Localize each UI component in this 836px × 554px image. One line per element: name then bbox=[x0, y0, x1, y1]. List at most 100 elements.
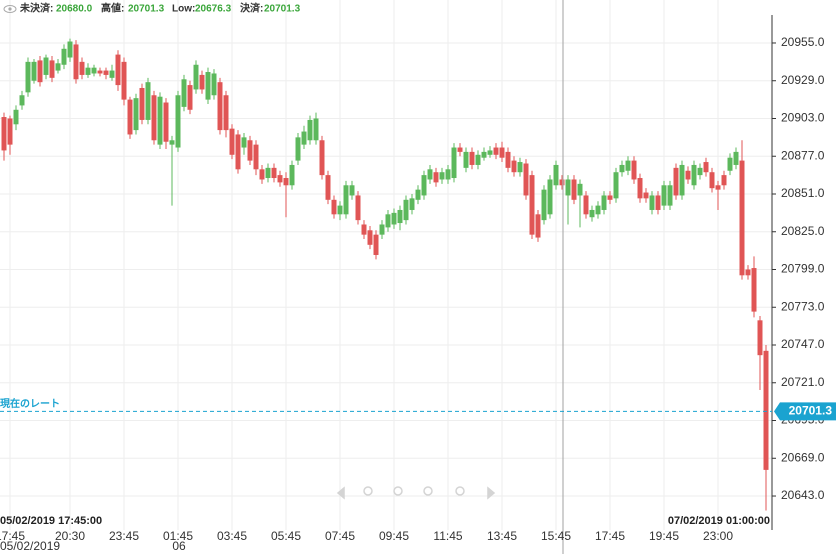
candle-body bbox=[427, 169, 433, 180]
eye-icon[interactable] bbox=[3, 5, 17, 13]
candle-body bbox=[409, 198, 415, 210]
candle-body bbox=[655, 195, 661, 210]
candle-body bbox=[13, 109, 19, 125]
candle-body bbox=[175, 95, 181, 148]
candle-body bbox=[739, 160, 745, 276]
zoom-controls bbox=[336, 486, 496, 500]
candle-body bbox=[73, 44, 79, 80]
candle-body bbox=[289, 164, 295, 186]
zoom-out[interactable] bbox=[393, 486, 403, 496]
scroll-right[interactable] bbox=[487, 486, 496, 500]
zoom-in[interactable] bbox=[363, 486, 373, 496]
candle-body bbox=[193, 64, 199, 90]
candle-body bbox=[397, 209, 403, 224]
candle-body bbox=[595, 205, 601, 215]
candle-body bbox=[553, 164, 559, 186]
range-start: 05/02/2019 17:45:00 bbox=[0, 515, 102, 527]
x-tick-label: 17:45 bbox=[0, 529, 25, 543]
candle-body bbox=[217, 82, 223, 131]
candle-body bbox=[727, 157, 733, 171]
candle-body bbox=[349, 185, 355, 196]
candle-body bbox=[721, 175, 727, 186]
candle-body bbox=[205, 72, 211, 100]
candle-body bbox=[259, 169, 265, 180]
candle-body bbox=[499, 147, 505, 158]
header-label: 未決済: bbox=[19, 2, 53, 15]
header-value: 20676.3 bbox=[195, 4, 232, 15]
candle-body bbox=[115, 54, 121, 86]
candle-body bbox=[415, 189, 421, 200]
x-tick-label: 17:45 bbox=[595, 529, 625, 543]
y-tick-label: 20955.0 bbox=[781, 35, 825, 49]
candle-body bbox=[649, 195, 655, 210]
candle-body bbox=[589, 209, 595, 218]
candle-body bbox=[313, 118, 319, 141]
candle-body bbox=[715, 185, 721, 190]
header-label: 決済: bbox=[240, 2, 263, 15]
candle-body bbox=[373, 234, 379, 255]
candle-body bbox=[211, 73, 217, 96]
candle-body bbox=[505, 151, 511, 168]
start-date: 05/02/2019 bbox=[0, 539, 60, 553]
candle-body bbox=[103, 70, 109, 75]
x-tick-label: 23:45 bbox=[109, 529, 139, 543]
candle-body bbox=[451, 147, 457, 179]
candle-body bbox=[583, 195, 589, 215]
candle-body bbox=[49, 60, 55, 78]
x-tick-label: 05:45 bbox=[271, 529, 301, 543]
candle-body bbox=[265, 167, 271, 179]
candle-body bbox=[433, 172, 439, 183]
candle-body bbox=[637, 178, 643, 199]
candle-body bbox=[667, 185, 673, 206]
x-tick-label: 15:45 bbox=[541, 529, 571, 543]
candle-body bbox=[661, 185, 667, 206]
candle-body bbox=[529, 175, 535, 235]
candle-body bbox=[151, 95, 157, 141]
x-tick-label: 07:45 bbox=[325, 529, 355, 543]
y-axis: 20955.0 20929.0 20903.0 20877.0 20851.0 20825… bbox=[0, 35, 825, 543]
zoom-fit[interactable] bbox=[423, 486, 433, 496]
candle-body bbox=[457, 147, 463, 152]
candle-body bbox=[421, 175, 427, 196]
candle-body bbox=[61, 48, 67, 65]
candle-body bbox=[301, 131, 307, 145]
y-tick-label: 20721.0 bbox=[781, 375, 825, 389]
candle-body bbox=[331, 199, 337, 215]
candle-body bbox=[475, 154, 481, 165]
candle-body bbox=[445, 169, 451, 180]
candle-body bbox=[361, 224, 367, 235]
candle-body bbox=[163, 102, 169, 142]
zoom-reset[interactable] bbox=[455, 486, 465, 496]
x-tick-label: 11:45 bbox=[433, 529, 462, 543]
candle-body bbox=[271, 167, 277, 179]
y-tick-label: 20747.0 bbox=[781, 337, 825, 351]
x-tick-label: 13:45 bbox=[487, 529, 517, 543]
scroll-left[interactable] bbox=[336, 486, 345, 500]
header-label: 高値: bbox=[101, 2, 124, 15]
y-tick-label: 20773.0 bbox=[781, 299, 825, 313]
candle-body bbox=[145, 82, 151, 120]
candle-body bbox=[469, 151, 475, 165]
y-tick-label: 20669.0 bbox=[781, 450, 825, 464]
candle-body bbox=[343, 185, 349, 215]
header-value: 20701.3 bbox=[264, 4, 301, 15]
header-value: 20680.0 bbox=[56, 4, 93, 15]
current-rate-value: 20701.3 bbox=[789, 404, 833, 418]
candle-body bbox=[625, 160, 631, 171]
candle-body bbox=[487, 150, 493, 155]
current-rate: 現在のレート 20701.3 bbox=[0, 397, 836, 421]
candle-body bbox=[541, 189, 547, 221]
y-tick-label: 20877.0 bbox=[781, 148, 825, 162]
candle-body bbox=[67, 41, 73, 58]
candle-body bbox=[493, 147, 499, 155]
candle-body bbox=[685, 170, 691, 180]
candle-body bbox=[571, 179, 577, 200]
header: 未決済: 20680.0 高値: 20701.3 Low: 20676.3 決済… bbox=[3, 2, 301, 15]
candle-body bbox=[157, 96, 163, 145]
candle-body bbox=[763, 350, 769, 470]
candle-body bbox=[229, 128, 235, 155]
candle-body bbox=[253, 144, 259, 170]
candle-body bbox=[337, 205, 343, 215]
x-tick-label: 23:00 bbox=[703, 529, 733, 543]
